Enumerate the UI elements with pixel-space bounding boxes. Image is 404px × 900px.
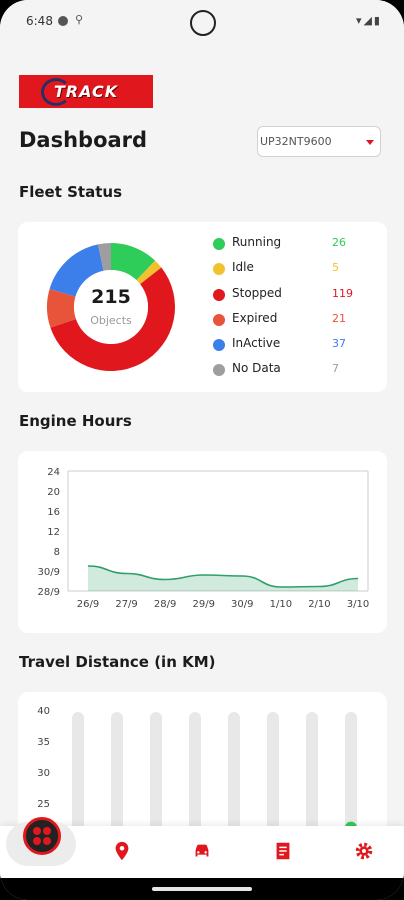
camera-cutout: [190, 10, 216, 36]
fleet-donut-chart: [47, 243, 176, 371]
bar-track: [189, 712, 201, 836]
engine-hours-card: 24 20 16 12 8 30/9 28/9 26/9 27/9 28/9 29/9 30/9 1/1…: [18, 451, 387, 633]
legend-dot: [213, 339, 225, 352]
x-tick-label: 29/9: [192, 599, 214, 610]
engine-hours-line: [87, 565, 359, 588]
travel-distance-chart: 40 35 30 25: [37, 706, 357, 842]
donut-slice-no-data[interactable]: [97, 243, 111, 271]
report-icon[interactable]: [271, 840, 295, 864]
vehicle-select[interactable]: UP32NT9600: [257, 126, 381, 157]
donut-slice-inactive[interactable]: [49, 244, 104, 297]
legend-dot: [213, 364, 225, 377]
bar-track: [345, 712, 357, 836]
legend-item-idle: Idle 5: [213, 257, 373, 282]
y-tick-label: 40: [37, 706, 50, 717]
fleet-total: 215: [91, 286, 131, 308]
donut-slice-idle[interactable]: [136, 260, 162, 285]
y-tick-label: 24: [47, 467, 60, 478]
x-tick-label: 1/10: [270, 599, 292, 610]
bar-track: [228, 712, 240, 836]
donut-slice-stopped[interactable]: [50, 267, 176, 371]
settings-gear-icon[interactable]: [352, 840, 376, 864]
legend-dot: [213, 263, 225, 276]
engine-hours-title: Engine Hours: [19, 412, 132, 430]
legend-count: 119: [332, 286, 353, 300]
status-bar: 6:48 ⚲ ▾◢▮: [0, 0, 404, 46]
legend-dot: [213, 313, 225, 326]
fleet-status-title: Fleet Status: [19, 183, 123, 201]
legend-label: Idle: [232, 260, 254, 275]
y-tick-label: 12: [47, 527, 60, 538]
usb-icon: ⚲: [75, 13, 84, 26]
logo-swoosh-icon: [41, 78, 71, 106]
legend-label: Stopped: [232, 285, 282, 300]
app-logo: TRACK: [19, 75, 153, 108]
legend-count: 7: [332, 362, 339, 376]
legend-item-expired: Expired 21: [213, 308, 373, 333]
gesture-handle[interactable]: [152, 887, 252, 891]
y-tick-label: 35: [37, 737, 50, 748]
vehicle-select-value: UP32NT9600: [260, 135, 332, 148]
y-tick-label: 8: [54, 547, 60, 558]
legend-count: 37: [332, 337, 346, 351]
x-tick-label: 2/10: [308, 599, 330, 610]
travel-distance-title: Travel Distance (in KM): [19, 653, 216, 671]
bar-track: [267, 712, 279, 836]
travel-distance-card: 40 35 30 25: [18, 692, 387, 842]
bar-track: [111, 712, 123, 836]
fleet-legend: Running 26 Idle 5 Stopped 119 Expired 21 InActiv…: [213, 232, 373, 384]
legend-label: InActive: [232, 336, 281, 351]
legend-label: Expired: [232, 310, 278, 325]
y-tick-label: 20: [47, 487, 60, 498]
x-tick-label: 30/9: [231, 599, 253, 610]
fleet-total-label: Objects: [90, 314, 132, 327]
y-tick-label: 16: [47, 507, 60, 518]
y-tick-label: 30: [37, 768, 50, 779]
fleet-status-card: 215 Objects Running 26 Idle 5 Stopped 119 Expi…: [18, 222, 387, 392]
notification-icon: [58, 16, 68, 26]
legend-dot: [213, 288, 225, 301]
legend-count: 5: [332, 261, 339, 275]
chevron-down-icon: [366, 140, 374, 145]
location-pin-icon[interactable]: [110, 840, 134, 864]
bar-track: [72, 712, 84, 836]
donut-hole: [74, 270, 148, 344]
legend-count: 21: [332, 311, 346, 325]
nav-dashboard[interactable]: [6, 817, 76, 866]
gesture-area: [0, 878, 404, 900]
x-tick-label: 28/9: [154, 599, 176, 610]
car-icon[interactable]: [190, 840, 214, 864]
y-tick-label: 25: [37, 799, 50, 810]
donut-slice-expired[interactable]: [47, 289, 76, 328]
y-tick-label: 30/9: [38, 567, 60, 578]
bar-track: [150, 712, 162, 836]
status-time: 6:48: [26, 14, 53, 28]
x-tick-label: 27/9: [115, 599, 137, 610]
donut-slice-running[interactable]: [111, 243, 156, 281]
legend-item-stopped: Stopped 119: [213, 283, 373, 308]
legend-item-running: Running 26: [213, 232, 373, 257]
page-title: Dashboard: [19, 128, 148, 152]
bar-track: [306, 712, 318, 836]
engine-hours-area: [88, 566, 358, 591]
legend-label: No Data: [232, 361, 281, 376]
legend-label: Running: [232, 235, 282, 249]
engine-hours-chart: 24 20 16 12 8 30/9 28/9 26/9 27/9 28/9 29/9 30/9 1/1…: [38, 467, 370, 610]
system-status-icons: ▾◢▮: [355, 14, 382, 27]
legend-count: 26: [332, 236, 346, 249]
x-tick-label: 26/9: [77, 599, 99, 610]
x-tick-label: 3/10: [347, 599, 369, 610]
legend-item-inactive: InActive 37: [213, 333, 373, 358]
legend-dot: [213, 238, 225, 250]
y-tick-label: 28/9: [38, 587, 60, 598]
dashboard-grid-icon: [23, 817, 61, 855]
legend-item-no-data: No Data 7: [213, 358, 373, 383]
